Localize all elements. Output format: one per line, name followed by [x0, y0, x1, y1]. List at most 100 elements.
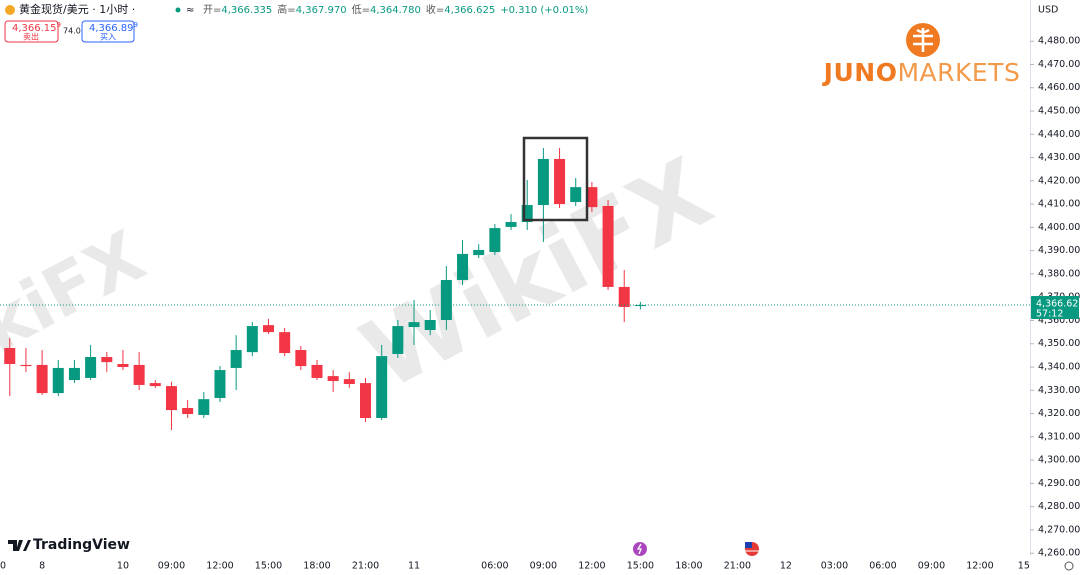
candle-body — [327, 376, 339, 381]
candle-body — [117, 363, 129, 368]
y-tick-label: 4,320.000 — [1038, 408, 1080, 419]
candle-body — [343, 379, 355, 385]
candle-body — [85, 357, 97, 378]
sell-price-main[interactable]: 4,366.15 — [12, 23, 57, 34]
x-tick-label: 12:00 — [206, 561, 233, 572]
sell-button[interactable] — [4, 20, 59, 43]
y-tick-label: 4,440.000 — [1038, 129, 1080, 140]
candle-body — [246, 326, 258, 353]
ohlc-item: 低=4,364.780 — [352, 3, 421, 16]
y-tick-label: 4,420.000 — [1038, 175, 1080, 186]
y-tick-label: 4,480.000 — [1038, 36, 1080, 47]
x-tick-label: 21:00 — [352, 561, 379, 572]
candle-body — [489, 228, 501, 253]
y-tick-label: 4,300.000 — [1038, 455, 1080, 466]
sell-price[interactable]: 4,366.159 — [12, 21, 61, 34]
ohlc-value: 4,366.625 — [444, 5, 495, 16]
status-dot — [175, 7, 181, 13]
candle-body — [602, 205, 614, 287]
x-tick-label: 15:00 — [627, 561, 654, 572]
y-tick-label: 4,330.000 — [1038, 385, 1080, 396]
candle-body — [473, 249, 485, 256]
ohlc-label: 收= — [426, 3, 444, 16]
candle-body — [521, 205, 533, 223]
y-tick-label: 4,350.000 — [1038, 338, 1080, 349]
ohlc-value: 4,364.780 — [370, 5, 421, 16]
brand-logo: JUNOMARKETS — [822, 23, 1020, 87]
x-tick-label: 11 — [408, 561, 420, 572]
candle-body — [101, 357, 113, 363]
watermark-text: WikiFX — [345, 137, 729, 412]
sell-price-sup[interactable]: 9 — [57, 21, 61, 29]
candle-body — [440, 279, 452, 321]
candle-body — [295, 350, 307, 367]
brand-part1: JUNO — [822, 58, 898, 87]
candle-body — [457, 253, 469, 280]
x-tick-label: 12:00 — [966, 561, 993, 572]
x-tick-label: 12:00 — [578, 561, 605, 572]
approx-icon: ≈ — [186, 5, 194, 16]
spread: 74.0 — [63, 27, 81, 36]
x-tick-label: 10 — [117, 561, 129, 572]
x-tick-label: 12 — [780, 561, 792, 572]
ohlc-label: 低= — [352, 3, 370, 16]
x-tick-label: 0 — [0, 561, 6, 572]
ohlc-item: 开=4,366.335 — [203, 5, 272, 16]
candle-body — [52, 367, 64, 394]
ohlc-value: 4,366.335 — [221, 5, 272, 16]
brand-icon-glyph — [913, 28, 933, 52]
sell-label[interactable]: 卖出 — [23, 32, 39, 42]
tv-icon — [8, 540, 31, 551]
candle-body — [424, 320, 436, 331]
y-tick-label: 4,290.000 — [1038, 478, 1080, 489]
candle-body — [570, 187, 582, 203]
y-tick-label: 4,430.000 — [1038, 152, 1080, 163]
flag-canton — [745, 542, 752, 548]
x-tick-label: 09:00 — [918, 561, 945, 572]
currency: USD — [1038, 5, 1058, 16]
candle-body — [537, 158, 549, 206]
buy-price-main[interactable]: 4,366.89 — [89, 23, 134, 34]
x-tick-label: 15:0 — [1018, 561, 1039, 572]
y-tick-label: 4,360.000 — [1038, 315, 1080, 326]
buy-price[interactable]: 4,366.899 — [89, 21, 138, 34]
y-tick-label: 4,460.000 — [1038, 82, 1080, 93]
buy-label[interactable]: 买入 — [100, 33, 116, 42]
y-tick-label: 4,340.000 — [1038, 362, 1080, 373]
candle-body — [634, 305, 646, 307]
buy-button[interactable] — [81, 20, 135, 43]
x-tick-label: 8 — [39, 561, 45, 572]
y-tick-label: 4,280.000 — [1038, 501, 1080, 512]
y-tick-label: 4,470.000 — [1038, 59, 1080, 70]
x-tick-label: 09:00 — [530, 561, 557, 572]
tv-logo: TradingView — [33, 537, 130, 553]
x-tick-label: 15:00 — [255, 561, 282, 572]
buy-price-sup[interactable]: 9 — [134, 21, 138, 29]
ohlc-item: 高=4,367.970 — [277, 3, 346, 16]
settings-icon[interactable] — [1064, 561, 1074, 571]
last-price-box — [1031, 296, 1079, 320]
candle-body — [4, 347, 16, 364]
candle-body — [360, 383, 372, 418]
price-axis: 4,260.000 4,270.000 4,280.000 4,290.000 4,30… — [1030, 36, 1080, 559]
ohlc-label: 开= — [203, 5, 221, 16]
symbol: 黄金现货/美元 · 1小时 · — [19, 2, 135, 16]
countdown: 57:12 — [1036, 309, 1063, 320]
y-tick-label: 4,410.000 — [1038, 199, 1080, 210]
candle-body — [505, 222, 517, 227]
candle-body — [376, 356, 388, 418]
candle-body — [230, 350, 242, 368]
ohlc-change: +0.310 (+0.01%) — [500, 5, 588, 16]
candle-body — [554, 158, 566, 205]
ohlc-legend: 开=4,366.335 高=4,367.970 低=4,364.780 收=4,366… — [203, 3, 588, 16]
y-tick-label: 4,390.000 — [1038, 245, 1080, 256]
candle-body — [311, 364, 323, 378]
x-tick-label: 18:00 — [303, 561, 330, 572]
watermark: WikiFX WikiFX — [0, 137, 729, 416]
candle-body — [408, 322, 420, 327]
time-axis: 0 8 10 09:00 12:00 15:00 18:00 21:00 11 06:00 09:0… — [0, 561, 1039, 572]
candle-body — [68, 367, 80, 381]
